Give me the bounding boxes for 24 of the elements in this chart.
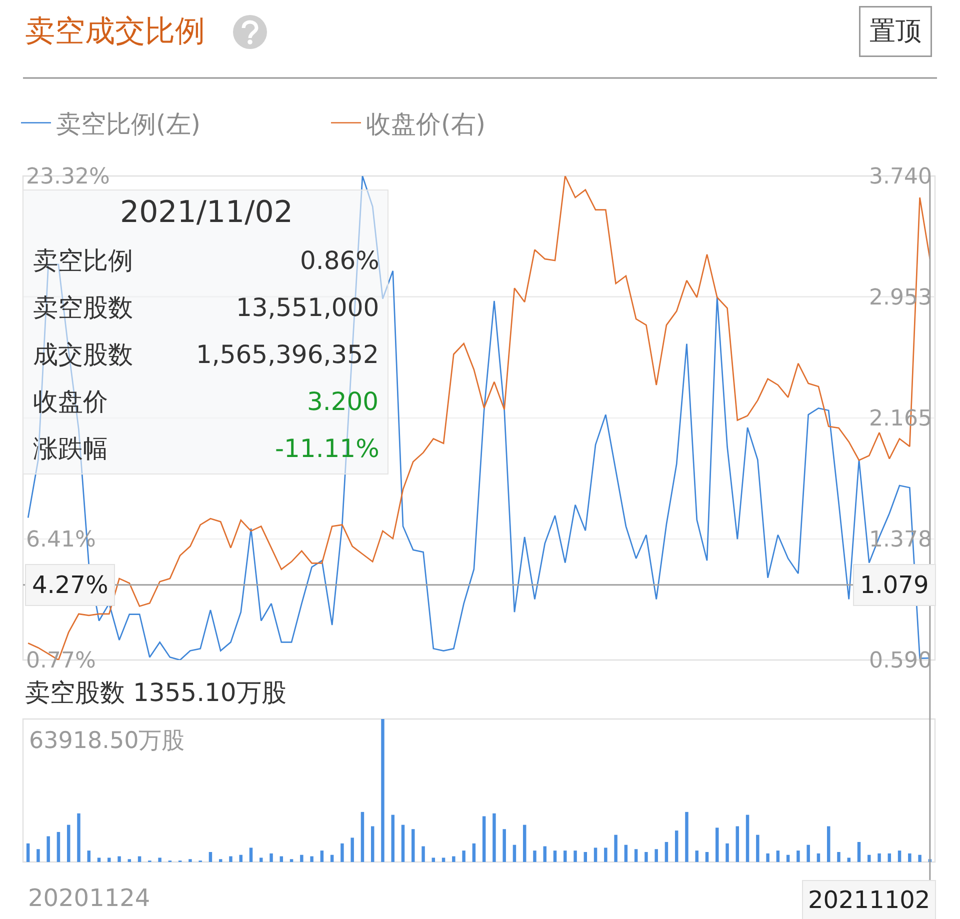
annotation: 1.079 [860, 571, 929, 599]
y2-tick-label: 3.740 [869, 164, 932, 190]
annotation: 3.200 [307, 387, 379, 416]
ref-line-label: 4.27% [32, 571, 108, 599]
annotation: 收盘价 [33, 387, 108, 416]
text: 20211102 [808, 886, 930, 914]
annotation: 成交股数 [33, 340, 133, 369]
text: 置顶 [870, 16, 922, 46]
chart-title: 卖空股数 1355.10万股 [25, 678, 286, 707]
legend-label: 收盘价(右) [366, 110, 486, 138]
annotation: 0.86% [300, 246, 380, 275]
annotation: 2021/11/02 [120, 195, 293, 230]
legend-label: 卖空比例(左) [56, 110, 201, 138]
text: 20201124 [28, 884, 150, 912]
chart-title: 卖空成交比例 [25, 14, 205, 49]
annotation: 63918.50万股 [29, 728, 185, 754]
annotation: 13,551,000 [236, 293, 380, 322]
annotation: 卖空比例 [33, 246, 133, 275]
annotation: 涨跌幅 [33, 434, 108, 463]
annotation: 1,565,396,352 [196, 340, 379, 369]
y-tick-label: 23.32% [26, 164, 110, 190]
y-tick-label: 0.77% [26, 648, 96, 674]
annotation: 卖空股数 [33, 293, 133, 322]
annotation: -11.11% [275, 434, 380, 463]
